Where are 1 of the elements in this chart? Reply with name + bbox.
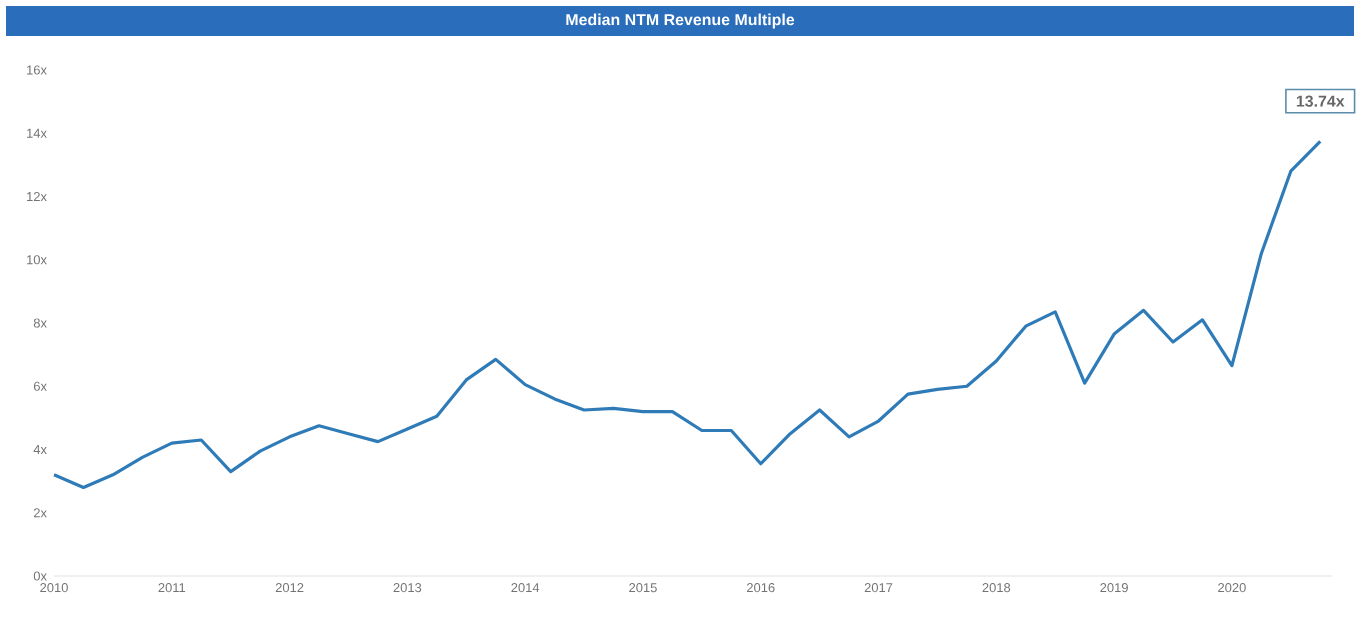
line-series	[52, 139, 1322, 490]
